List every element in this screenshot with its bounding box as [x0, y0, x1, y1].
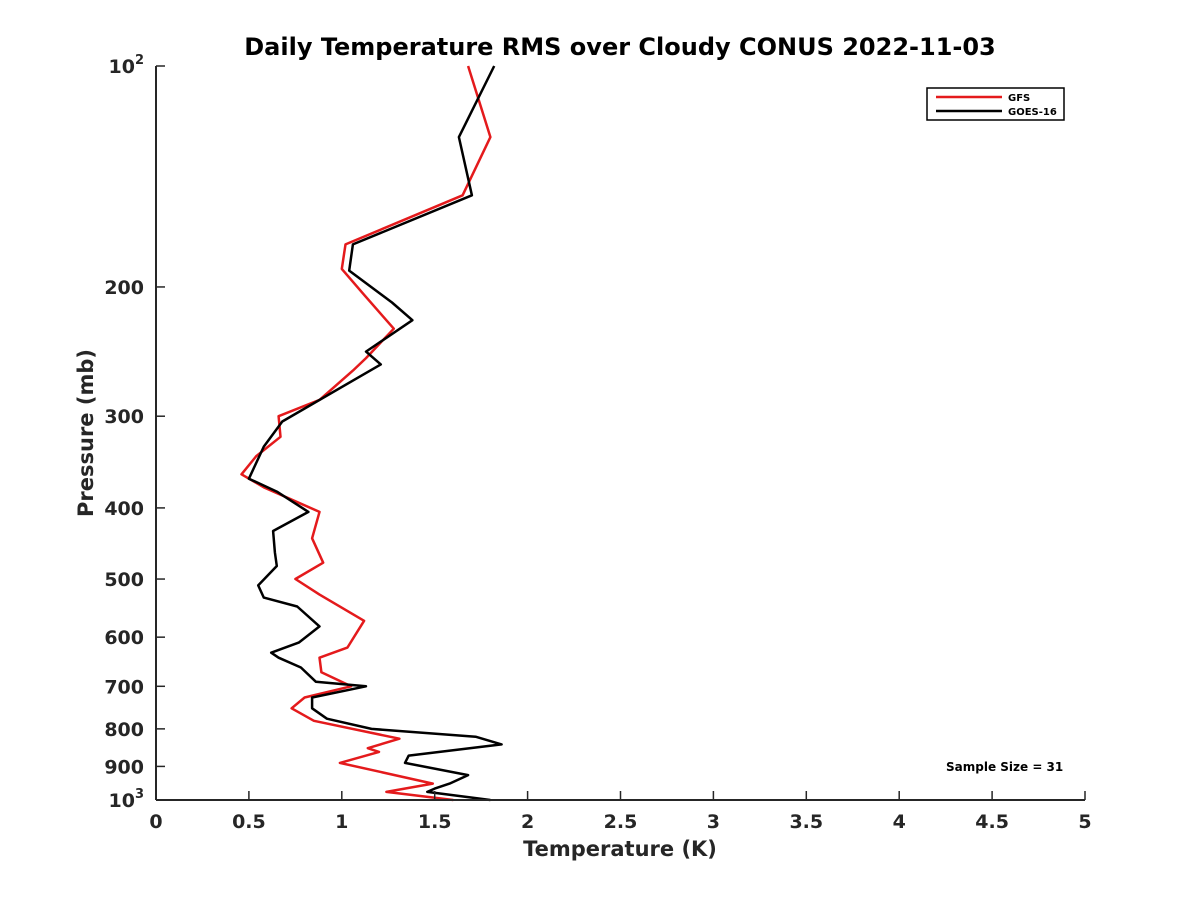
y-tick-label: 500 [104, 569, 144, 591]
legend-label-goes16: GOES-16 [1008, 107, 1057, 118]
x-tick-label: 5 [1078, 811, 1091, 833]
y-tick-label: 103 [109, 787, 145, 812]
x-axis-label: Temperature (K) [523, 837, 717, 861]
x-ticks: 0 0.5 1 1.5 2 2.5 3 3.5 4 4.5 5 [149, 791, 1092, 833]
y-axis-label: Pressure (mb) [74, 349, 98, 517]
x-tick-label: 0 [149, 811, 162, 833]
legend-label-gfs: GFS [1008, 93, 1030, 104]
x-tick-label: 3 [707, 811, 720, 833]
y-tick-label: 102 [109, 53, 145, 78]
x-tick-label: 2 [521, 811, 534, 833]
series-layer [240, 65, 503, 802]
y-tick-label: 600 [104, 627, 144, 649]
legend: GFS GOES-16 [926, 87, 1065, 121]
x-tick-label: 4.5 [975, 811, 1009, 833]
series-line-gfs [240, 65, 492, 802]
x-tick-label: 2.5 [604, 811, 638, 833]
sample-size-annotation: Sample Size = 31 [946, 760, 1063, 774]
x-tick-label: 4 [893, 811, 906, 833]
x-tick-label: 1 [335, 811, 348, 833]
x-tick-label: 3.5 [789, 811, 823, 833]
chart-title: Daily Temperature RMS over Cloudy CONUS … [244, 33, 996, 61]
y-tick-label: 800 [104, 719, 144, 741]
y-tick-label: 400 [104, 498, 144, 520]
series-line-goes16 [247, 65, 503, 802]
y-ticks: 102 200 300 400 500 600 700 800 900 103 [104, 53, 165, 812]
y-tick-label: 900 [104, 756, 144, 778]
x-tick-label: 0.5 [232, 811, 266, 833]
x-tick-label: 1.5 [418, 811, 452, 833]
y-tick-label: 200 [104, 277, 144, 299]
legend-box [926, 87, 1065, 121]
y-tick-label: 300 [104, 406, 144, 428]
y-tick-label: 700 [104, 676, 144, 698]
